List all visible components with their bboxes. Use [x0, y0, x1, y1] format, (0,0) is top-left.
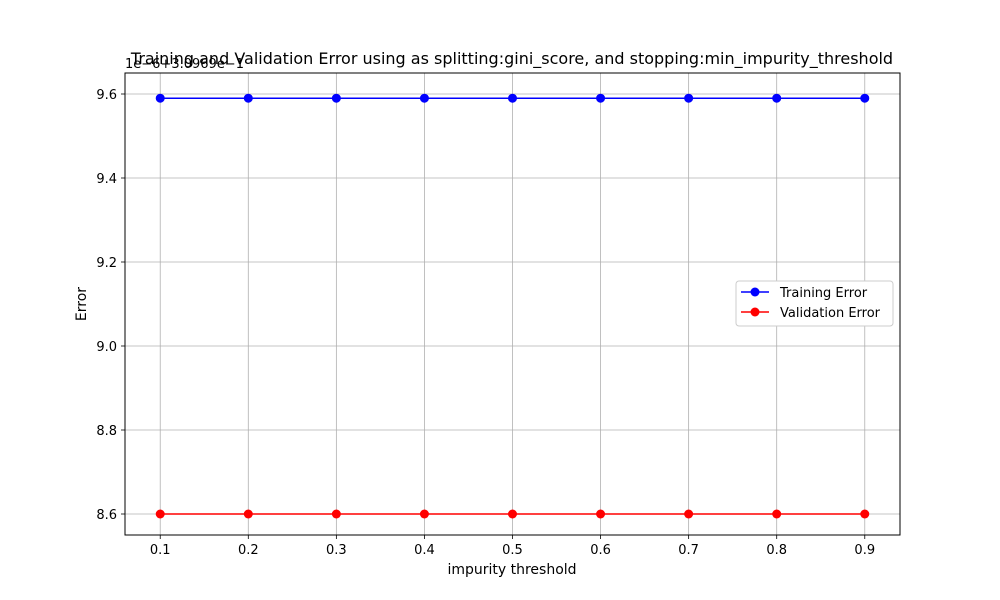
x-tick-label: 0.3 [326, 543, 347, 558]
validation-error-point [243, 509, 253, 519]
chart-title: Training and Validation Error using as s… [130, 49, 893, 69]
training-error-point [243, 93, 253, 103]
training-error-point [155, 93, 165, 103]
legend-label-validation: Validation Error [780, 306, 881, 321]
legend: Training Error Validation Error [735, 280, 894, 327]
training-error-point [331, 93, 341, 103]
y-axis-offset-label: 1e−6+3.0969e−1 [125, 57, 244, 72]
validation-error-point [419, 509, 429, 519]
x-tick-label: 0.9 [854, 543, 875, 558]
series-lines [155, 93, 870, 519]
validation-error-point [772, 509, 782, 519]
training-error-point [419, 93, 429, 103]
training-error-point [860, 93, 870, 103]
y-tick-label: 8.6 [96, 508, 117, 523]
x-tick-label: 0.1 [150, 543, 171, 558]
validation-error-point [860, 509, 870, 519]
validation-error-point [596, 509, 606, 519]
y-axis-label: Error [74, 287, 90, 321]
y-tick-label: 9.6 [96, 88, 117, 103]
validation-error-point [155, 509, 165, 519]
validation-error-point [684, 509, 694, 519]
y-tick-label: 9.0 [96, 340, 117, 355]
x-tick-label: 0.6 [590, 543, 611, 558]
training-error-point [684, 93, 694, 103]
y-tick-label: 9.4 [96, 172, 117, 187]
training-error-point [508, 93, 517, 103]
x-tick-label: 0.8 [766, 543, 787, 558]
x-tick-label: 0.5 [502, 543, 523, 558]
validation-error-point [508, 509, 517, 519]
legend-marker-validation [750, 307, 760, 317]
validation-error-point [331, 509, 341, 519]
training-error-point [772, 93, 782, 103]
axis-ticks: 0.1 0.2 0.3 0.4 0.5 0.6 0.7 0.8 0.9 8.6 8.8 9.0 9.2 9… [96, 88, 875, 558]
y-tick-label: 9.2 [96, 256, 117, 271]
x-tick-label: 0.4 [414, 543, 435, 558]
legend-marker-training [750, 287, 760, 297]
x-tick-label: 0.7 [678, 543, 699, 558]
legend-box [735, 280, 894, 327]
plot-frame [124, 72, 901, 536]
y-tick-label: 8.8 [96, 424, 117, 439]
x-tick-label: 0.2 [238, 543, 259, 558]
legend-label-training: Training Error [779, 286, 868, 301]
training-error-point [596, 93, 606, 103]
x-axis-label: impurity threshold [447, 562, 576, 578]
